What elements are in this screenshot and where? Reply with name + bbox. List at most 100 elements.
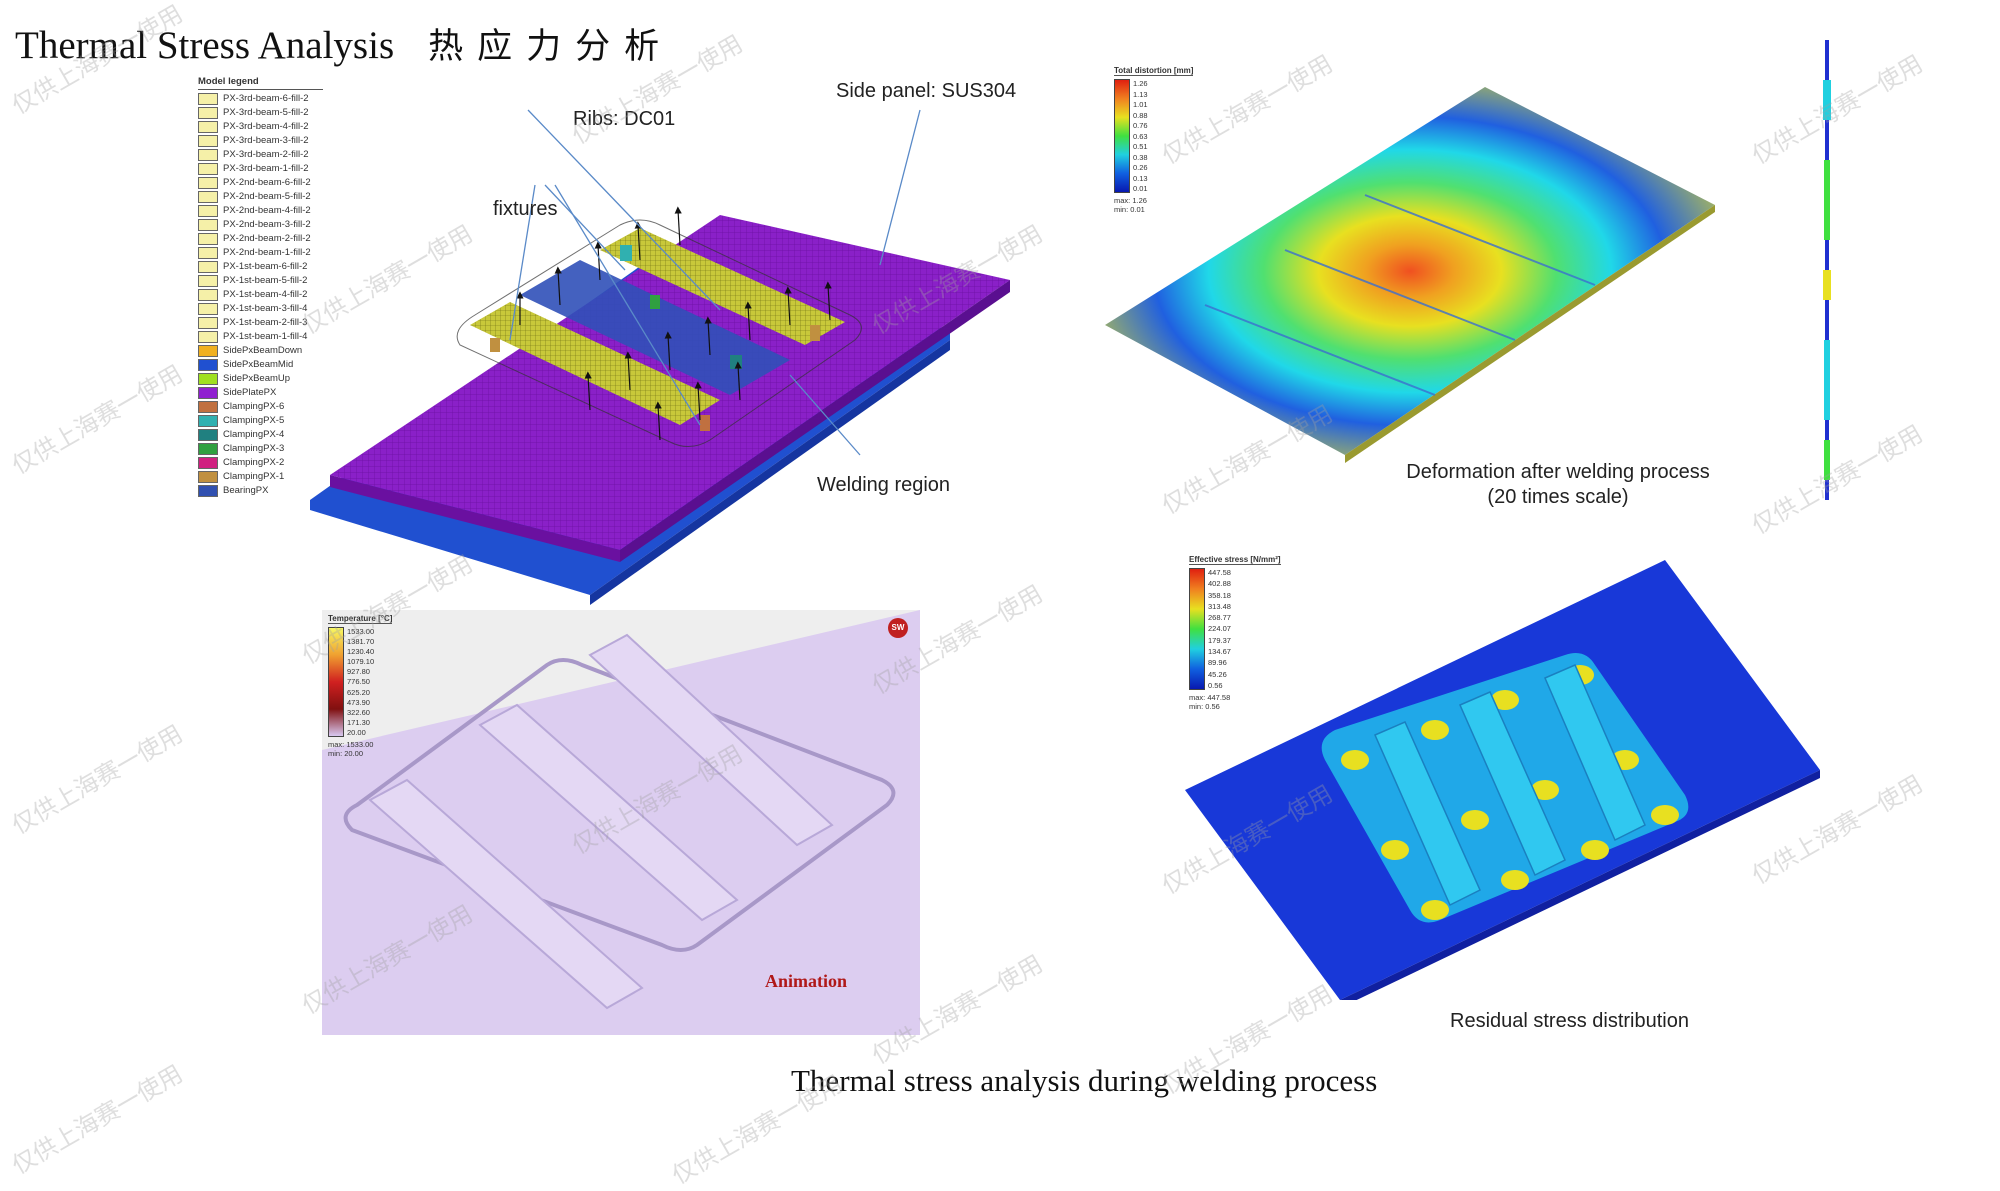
distortion-gradient: [1114, 79, 1130, 193]
model-legend-item: PX-3rd-beam-3-fill-2: [198, 134, 323, 148]
model-legend-item: SidePlatePX: [198, 386, 323, 400]
legend-item-label: PX-2nd-beam-6-fill-2: [223, 177, 311, 188]
page-title-cn: 热应力分析: [428, 27, 674, 67]
model-legend-item: PX-3rd-beam-6-fill-2: [198, 92, 323, 106]
legend-swatch: [198, 471, 218, 483]
rib-2: [600, 228, 845, 345]
watermark-text: 仅供上海赛一使用: [7, 719, 188, 840]
colorbar-tick-label: 0.56: [1208, 680, 1223, 690]
model-legend-item: PX-1st-beam-4-fill-2: [198, 288, 323, 302]
legend-swatch: [198, 205, 218, 217]
legend-item-label: PX-2nd-beam-4-fill-2: [223, 205, 311, 216]
legend-item-label: ClampingPX-5: [223, 415, 285, 426]
model-legend-item: ClampingPX-5: [198, 414, 323, 428]
legend-swatch: [198, 485, 218, 497]
load-arrows: [516, 206, 832, 441]
legend-swatch: [198, 135, 218, 147]
legend-item-label: PX-1st-beam-6-fill-2: [223, 261, 308, 272]
rib-1: [470, 302, 720, 425]
legend-item-label: PX-3rd-beam-4-fill-2: [223, 121, 309, 132]
colorbar-tick-label: 0.26: [1133, 163, 1148, 172]
colorbar-tick-label: 0.63: [1133, 131, 1148, 141]
legend-swatch: [198, 177, 218, 189]
legend-item-label: PX-2nd-beam-1-fill-2: [223, 247, 311, 258]
temperature-animation-view[interactable]: Temperature [°C] 1533.00 1381.70 1230.40 10…: [322, 610, 920, 1035]
distortion-legend-header: Total distortion [mm]: [1114, 66, 1194, 76]
legend-item-label: SidePxBeamUp: [223, 373, 291, 384]
temperature-min: min: 20.00: [328, 749, 364, 758]
residual-caption: Residual stress distribution: [1450, 1010, 1689, 1032]
legend-swatch: [198, 331, 218, 343]
temperature-ticks: 1533.00 1381.70 1230.40 1079.10 927.80 776.50…: [347, 627, 374, 737]
deformed-plate: [1105, 87, 1715, 455]
model-legend-item: SidePxBeamDown: [198, 344, 323, 358]
annotation-leaders: [509, 109, 921, 456]
legend-item-label: SidePlatePX: [223, 387, 277, 398]
legend-item-label: ClampingPX-6: [223, 401, 285, 412]
label-welding-region: Welding region: [817, 474, 951, 496]
page-title: Thermal Stress Analysis 热应力分析: [15, 18, 673, 69]
legend-swatch: [198, 443, 218, 455]
model-legend-item: PX-3rd-beam-1-fill-2: [198, 162, 323, 176]
colorbar-tick-label: 134.67: [1208, 647, 1231, 657]
legend-item-label: ClampingPX-1: [223, 471, 285, 482]
legend-item-label: SidePxBeamMid: [223, 359, 294, 370]
colorbar-tick-label: 0.51: [1133, 142, 1148, 151]
watermark-text: 仅供上海赛一使用: [7, 359, 188, 480]
colorbar-tick-label: 1533.00: [347, 627, 375, 636]
legend-item-label: PX-1st-beam-5-fill-2: [223, 275, 308, 286]
legend-item-label: PX-2nd-beam-3-fill-2: [223, 219, 311, 230]
legend-item-label: PX-3rd-beam-2-fill-2: [223, 149, 309, 160]
legend-item-label: ClampingPX-3: [223, 443, 285, 454]
model-legend-item: PX-2nd-beam-4-fill-2: [198, 204, 323, 218]
model-legend-item: PX-1st-beam-1-fill-4: [198, 330, 323, 344]
colorbar-tick-label: 358.18: [1208, 590, 1231, 600]
stress-min: min: 0.56: [1189, 702, 1220, 711]
legend-swatch: [198, 219, 218, 231]
model-legend-item: PX-2nd-beam-6-fill-2: [198, 176, 323, 190]
sw-logo-icon: SW: [888, 618, 908, 638]
legend-item-label: PX-3rd-beam-6-fill-2: [223, 93, 309, 104]
legend-item-label: PX-1st-beam-1-fill-4: [223, 331, 308, 342]
label-ribs: Ribs: DC01: [573, 108, 676, 130]
legend-item-label: PX-2nd-beam-2-fill-2: [223, 233, 311, 244]
animation-label: Animation: [765, 971, 848, 991]
stress-ticks: 447.58 402.88 358.18 313.48 268.77 224.07 179.…: [1208, 568, 1231, 690]
distortion-legend: Total distortion [mm] 1.26 1.13 1.01 0.88 0.…: [1114, 66, 1194, 214]
legend-swatch: [198, 93, 218, 105]
model-legend-item: BearingPX: [198, 484, 323, 498]
stress-gradient: [1189, 568, 1205, 690]
colorbar-tick-label: 1.13: [1133, 89, 1148, 99]
temperature-legend-header: Temperature [°C]: [328, 614, 393, 624]
watermark-text: 仅供上海赛一使用: [7, 1059, 188, 1180]
legend-swatch: [198, 275, 218, 287]
legend-item-label: PX-3rd-beam-1-fill-2: [223, 163, 309, 174]
model-legend-item: PX-3rd-beam-4-fill-2: [198, 120, 323, 134]
stress-hotspots: [1341, 665, 1679, 920]
legend-item-label: PX-1st-beam-4-fill-2: [223, 289, 308, 300]
model-legend-item: SidePxBeamMid: [198, 358, 323, 372]
colorbar-tick-label: 20.00: [347, 727, 366, 737]
legend-swatch: [198, 261, 218, 273]
stress-max: max: 447.58: [1189, 693, 1231, 702]
legend-swatch: [198, 163, 218, 175]
legend-swatch: [198, 289, 218, 301]
model-legend-item: PX-1st-beam-3-fill-4: [198, 302, 323, 316]
model-legend-item: SidePxBeamUp: [198, 372, 323, 386]
model-legend-item: PX-2nd-beam-3-fill-2: [198, 218, 323, 232]
colorbar-tick-label: 0.01: [1133, 184, 1148, 193]
colorbar-tick-label: 89.96: [1208, 658, 1227, 668]
model-legend-item: PX-2nd-beam-5-fill-2: [198, 190, 323, 204]
model-legend-item: PX-2nd-beam-1-fill-2: [198, 246, 323, 260]
colorbar-tick-label: 179.37: [1208, 635, 1231, 645]
legend-swatch: [198, 317, 218, 329]
model-legend-item: PX-1st-beam-5-fill-2: [198, 274, 323, 288]
colorbar-tick-label: 447.58: [1208, 568, 1231, 577]
colorbar-tick-label: 45.26: [1208, 669, 1227, 679]
stress-legend-header: Effective stress [N/mm²]: [1189, 555, 1281, 565]
legend-item-label: PX-1st-beam-2-fill-3: [223, 317, 308, 328]
legend-swatch: [198, 345, 218, 357]
colorbar-tick-label: 0.76: [1133, 121, 1148, 130]
temperature-legend: Temperature [°C] 1533.00 1381.70 1230.40 10…: [328, 614, 393, 758]
colorbar-tick-label: 0.38: [1133, 152, 1148, 162]
